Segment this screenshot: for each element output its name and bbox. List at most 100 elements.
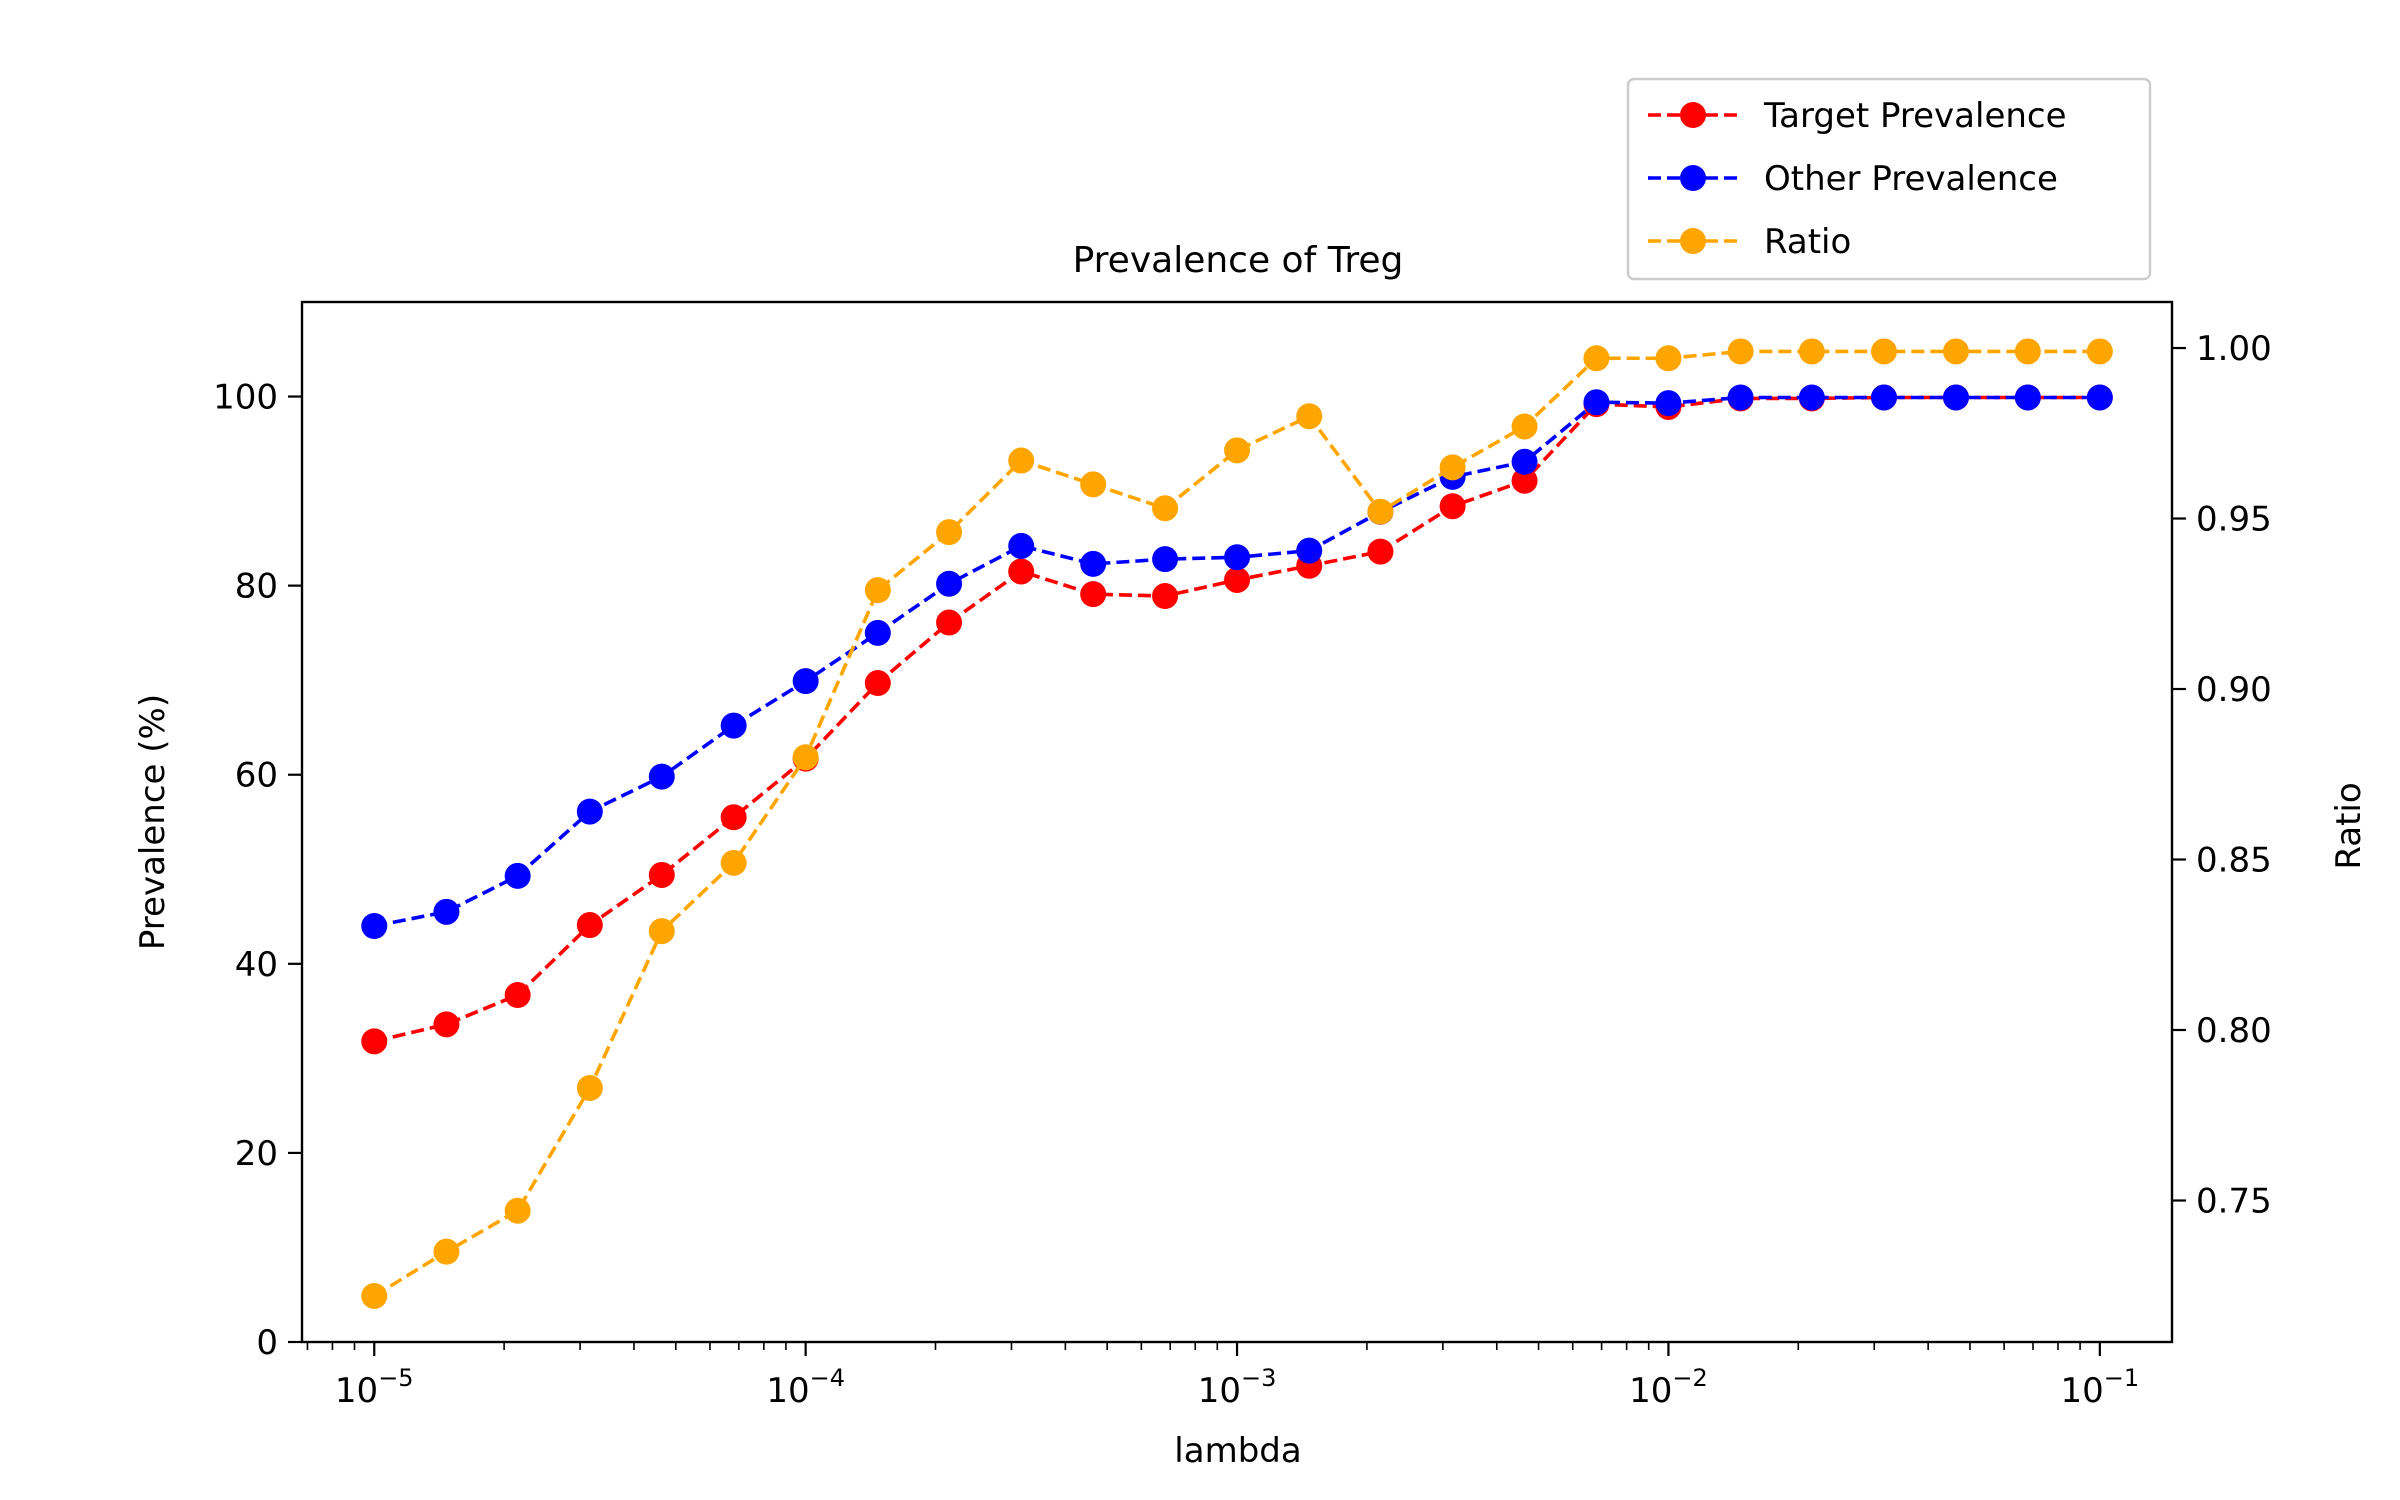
x-tick-label: 10−5 <box>335 1364 414 1411</box>
x-tick-label: 10−2 <box>1629 1364 1708 1411</box>
data-point-ratio <box>1798 338 1825 365</box>
data-point-ratio <box>1870 338 1897 365</box>
data-point-target-prevalence <box>361 1028 388 1055</box>
data-point-ratio <box>1296 403 1323 430</box>
y2-tick-label: 0.85 <box>2196 841 2272 881</box>
data-point-target-prevalence <box>576 912 603 939</box>
data-point-ratio <box>1152 495 1179 522</box>
data-point-ratio <box>720 849 747 876</box>
data-point-other-prevalence <box>1870 384 1897 411</box>
right-y-axis-label: Ratio <box>2329 782 2369 869</box>
plot-frame <box>300 300 2174 1344</box>
right-y-axis-ticks: 0.75 0.80 0.85 0.90 0.95 1.00 <box>2172 329 2272 1221</box>
data-point-other-prevalence <box>720 712 747 739</box>
data-point-ratio <box>1583 345 1610 372</box>
legend-box <box>1626 77 2152 281</box>
legend: Target Prevalence Other Prevalence Ratio <box>1626 77 2152 281</box>
data-point-target-prevalence <box>504 982 531 1009</box>
data-point-ratio <box>792 744 819 771</box>
data-point-ratio <box>1727 338 1754 365</box>
y-tick-label: 60 <box>235 756 278 796</box>
data-point-ratio <box>361 1282 388 1309</box>
data-point-other-prevalence <box>361 913 388 939</box>
data-point-other-prevalence <box>1583 389 1610 416</box>
y-tick-label: 0 <box>256 1323 278 1363</box>
data-point-other-prevalence <box>1224 544 1251 571</box>
left-y-axis-label: Prevalence (%) <box>133 694 173 950</box>
y2-tick-label: 0.95 <box>2196 500 2272 540</box>
legend-label: Ratio <box>1764 222 1851 262</box>
x-axis-ticks: 10−5 10−4 10−3 10−2 10−1 <box>306 1342 2139 1411</box>
y2-tick-label: 1.00 <box>2196 329 2272 369</box>
data-point-other-prevalence <box>2014 384 2041 411</box>
data-point-target-prevalence <box>433 1011 460 1038</box>
data-point-target-prevalence <box>1511 467 1538 494</box>
legend-label: Other Prevalence <box>1764 159 2058 199</box>
legend-marker <box>1680 228 1706 254</box>
data-point-other-prevalence <box>936 570 963 597</box>
data-point-other-prevalence <box>1942 384 1969 411</box>
series-layer <box>361 338 2113 1309</box>
x-tick-label: 10−1 <box>2060 1364 2139 1411</box>
data-point-target-prevalence <box>1439 493 1466 520</box>
data-point-ratio <box>1367 498 1394 525</box>
data-point-target-prevalence <box>720 804 747 831</box>
data-point-other-prevalence <box>1008 532 1035 559</box>
y2-tick-label: 0.90 <box>2196 670 2272 710</box>
data-point-ratio <box>1439 454 1466 481</box>
chart-title: Prevalence of Treg <box>1073 240 1404 281</box>
y-tick-label: 40 <box>235 945 278 985</box>
data-point-other-prevalence <box>433 898 460 925</box>
data-point-ratio <box>1080 471 1107 498</box>
data-point-ratio <box>433 1238 460 1265</box>
legend-label: Target Prevalence <box>1763 96 2067 136</box>
legend-item-other-prevalence: Other Prevalence <box>1648 159 2058 199</box>
data-point-other-prevalence <box>792 668 819 695</box>
data-point-other-prevalence <box>1296 537 1323 564</box>
data-point-ratio <box>648 918 675 945</box>
legend-marker <box>1680 165 1706 191</box>
data-point-target-prevalence <box>1224 566 1251 593</box>
data-point-ratio <box>1224 437 1251 464</box>
data-point-target-prevalence <box>1152 583 1179 610</box>
legend-item-ratio: Ratio <box>1648 222 1851 262</box>
data-point-other-prevalence <box>576 798 603 825</box>
y-tick-label: 20 <box>235 1134 278 1174</box>
data-point-ratio <box>864 577 891 604</box>
data-point-target-prevalence <box>1080 581 1107 608</box>
y2-tick-label: 0.75 <box>2196 1181 2272 1221</box>
data-point-other-prevalence <box>504 862 531 889</box>
data-point-ratio <box>576 1074 603 1101</box>
y-tick-label: 100 <box>213 378 278 418</box>
legend-item-target-prevalence: Target Prevalence <box>1648 96 2067 136</box>
data-point-other-prevalence <box>864 619 891 646</box>
x-axis-label: lambda <box>1174 1431 1301 1471</box>
data-point-target-prevalence <box>648 861 675 888</box>
data-point-other-prevalence <box>1798 384 1825 411</box>
data-point-target-prevalence <box>1367 538 1394 565</box>
y2-tick-label: 0.80 <box>2196 1011 2272 1051</box>
data-point-other-prevalence <box>1152 546 1179 573</box>
x-tick-label: 10−4 <box>766 1364 845 1411</box>
data-point-other-prevalence <box>1511 448 1538 475</box>
data-point-ratio <box>1942 338 1969 365</box>
data-point-other-prevalence <box>1080 550 1107 577</box>
series-ratio <box>361 338 2113 1309</box>
data-point-ratio <box>1655 345 1682 372</box>
data-point-ratio <box>2014 338 2041 365</box>
data-point-other-prevalence <box>1727 384 1754 411</box>
data-point-ratio <box>504 1197 531 1224</box>
data-point-ratio <box>1511 413 1538 440</box>
data-point-target-prevalence <box>864 670 891 697</box>
legend-marker <box>1680 102 1706 128</box>
data-point-other-prevalence <box>2086 384 2113 411</box>
x-tick-label: 10−3 <box>1198 1364 1277 1411</box>
data-point-target-prevalence <box>1008 558 1035 585</box>
y-tick-label: 80 <box>235 567 278 607</box>
data-point-other-prevalence <box>648 763 675 790</box>
data-point-ratio <box>1008 447 1035 474</box>
data-point-ratio <box>2086 338 2113 365</box>
data-point-other-prevalence <box>1655 390 1682 417</box>
data-point-ratio <box>936 519 963 546</box>
